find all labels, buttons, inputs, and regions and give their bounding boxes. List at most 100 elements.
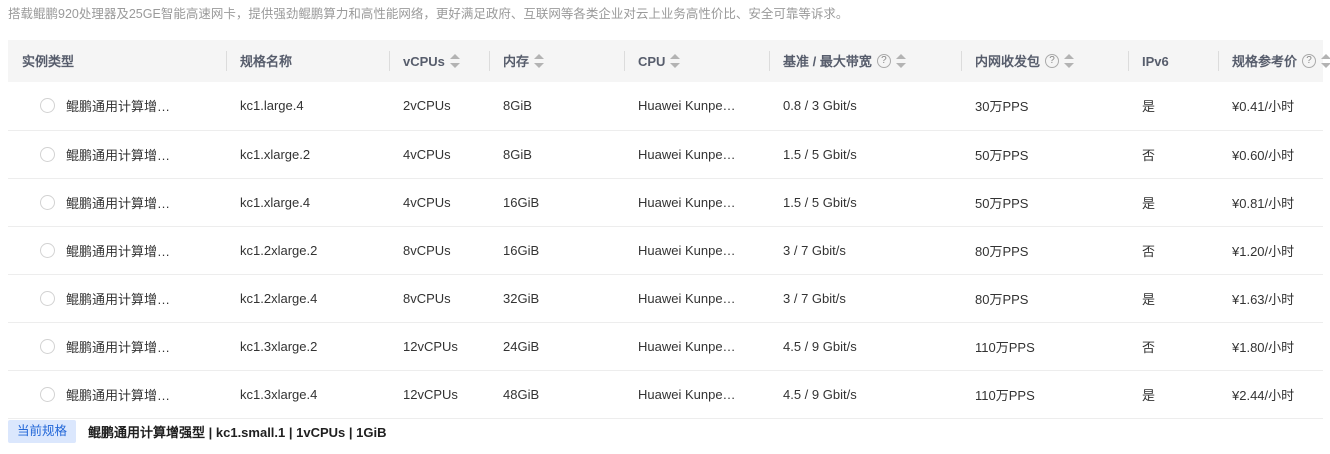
cpu-label: Huawei Kunpe… [638, 146, 736, 162]
row-radio-button[interactable] [40, 338, 55, 354]
cell-bandwidth: 1.5 / 5 Gbit/s [769, 130, 961, 179]
instance-type-label: 鲲鹏通用计算增… [66, 195, 171, 211]
sort-icon[interactable] [670, 54, 681, 68]
cell-instance-type[interactable]: 鲲鹏通用计算增… [8, 226, 226, 275]
cell-bandwidth: 4.5 / 9 Gbit/s [769, 322, 961, 371]
type-cell: 鲲鹏通用计算增… [22, 385, 226, 404]
table-row[interactable]: 鲲鹏通用计算增… kc1.large.4 2vCPUs 8GiB Huawei Kunp… [8, 82, 1323, 131]
cell-cpu: Huawei Kunpe… [624, 178, 769, 227]
table-row[interactable]: 鲲鹏通用计算增… kc1.xlarge.2 4vCPUs 8GiB Huawei Kun… [8, 130, 1323, 179]
instance-type-label: 鲲鹏通用计算增… [66, 387, 171, 403]
cell-cpu: Huawei Kunpe… [624, 370, 769, 419]
instance-type-label: 鲲鹏通用计算增… [66, 99, 171, 115]
current-spec-badge: 当前规格 [8, 420, 77, 443]
column-header-label: 内存 [503, 53, 530, 69]
flavor-description: 搭载鲲鹏920处理器及25GE智能高速网卡，提供强劲鲲鹏算力和高性能网络，更好满… [8, 7, 849, 21]
type-cell: 鲲鹏通用计算增… [22, 145, 226, 164]
cell-vcpus: 2vCPUs [389, 82, 489, 131]
row-radio-button[interactable] [40, 290, 55, 306]
table-row[interactable]: 鲲鹏通用计算增… kc1.xlarge.4 4vCPUs 16GiB Huawei Ku… [8, 178, 1323, 227]
column-header-label: IPv6 [1142, 53, 1169, 69]
column-header-inner: 规格名称 [226, 40, 389, 82]
cell-cpu: Huawei Kunpe… [624, 226, 769, 275]
cell-memory: 32GiB [489, 274, 624, 323]
cell-cpu: Huawei Kunpe… [624, 130, 769, 179]
table-row[interactable]: 鲲鹏通用计算增… kc1.2xlarge.2 8vCPUs 16GiB Huawei K… [8, 226, 1323, 275]
column-header-0: 实例类型 [8, 40, 226, 82]
sort-icon[interactable] [895, 54, 907, 68]
cell-instance-type[interactable]: 鲲鹏通用计算增… [8, 322, 226, 371]
column-header-label: vCPUs [403, 53, 445, 69]
cell-vcpus: 4vCPUs [389, 178, 489, 227]
current-spec-text: 鲲鹏通用计算增强型 | kc1.small.1 | 1vCPUs | 1GiB [88, 425, 387, 440]
sort-icon[interactable] [449, 54, 461, 68]
cpu-label: Huawei Kunpe… [638, 386, 736, 402]
table-header: 实例类型 规格名称 vCPUs 内存 CPU 基准 / 最大带宽? 内网收发包? IPv6 规格… [8, 40, 1330, 82]
cell-bandwidth: 3 / 7 Gbit/s [769, 226, 961, 275]
cell-flavor: kc1.xlarge.2 [226, 130, 389, 179]
cell-instance-type[interactable]: 鲲鹏通用计算增… [8, 370, 226, 419]
column-header-1: 规格名称 [226, 40, 389, 82]
sort-icon[interactable] [534, 54, 545, 68]
cell-ipv6: 是 [1128, 82, 1218, 131]
column-header-6[interactable]: 内网收发包? [961, 40, 1128, 82]
help-icon[interactable]: ? [1045, 54, 1060, 68]
column-header-label: 基准 / 最大带宽 [783, 53, 872, 69]
type-cell: 鲲鹏通用计算增… [22, 289, 226, 308]
column-header-inner: 实例类型 [8, 40, 226, 82]
cell-bandwidth: 0.8 / 3 Gbit/s [769, 82, 961, 131]
column-header-inner: vCPUs [389, 40, 489, 82]
cell-memory: 8GiB [489, 82, 624, 131]
row-radio-button[interactable] [40, 146, 55, 162]
current-spec-footer: 当前规格 鲲鹏通用计算增强型 | kc1.small.1 | 1vCPUs | … [8, 420, 386, 443]
column-header-label: 规格名称 [240, 53, 293, 69]
column-header-inner: 规格参考价? [1218, 40, 1330, 82]
cell-ipv6: 否 [1128, 130, 1218, 179]
table-body: 鲲鹏通用计算增… kc1.large.4 2vCPUs 8GiB Huawei Kunp… [8, 82, 1323, 419]
cell-cpu: Huawei Kunpe… [624, 322, 769, 371]
cell-flavor: kc1.large.4 [226, 82, 389, 131]
cell-ipv6: 是 [1128, 274, 1218, 323]
row-radio-button[interactable] [40, 194, 55, 210]
help-icon[interactable]: ? [1302, 54, 1317, 68]
cpu-label: Huawei Kunpe… [638, 338, 736, 354]
cell-pps: 110万PPS [961, 322, 1128, 371]
help-icon[interactable]: ? [876, 54, 891, 68]
cell-instance-type[interactable]: 鲲鹏通用计算增… [8, 82, 226, 131]
cell-instance-type[interactable]: 鲲鹏通用计算增… [8, 274, 226, 323]
sort-icon[interactable] [1064, 54, 1075, 68]
flavor-table: 实例类型 规格名称 vCPUs 内存 CPU 基准 / 最大带宽? 内网收发包? IPv6 规格… [8, 40, 1330, 419]
cell-flavor: kc1.2xlarge.2 [226, 226, 389, 275]
sort-icon[interactable] [1321, 54, 1330, 68]
instance-type-label: 鲲鹏通用计算增… [66, 243, 171, 259]
row-radio-button[interactable] [40, 386, 55, 402]
row-radio-button[interactable] [40, 242, 55, 258]
cell-bandwidth: 1.5 / 5 Gbit/s [769, 178, 961, 227]
table-row[interactable]: 鲲鹏通用计算增… kc1.3xlarge.2 12vCPUs 24GiB Huawei … [8, 322, 1323, 371]
cell-ipv6: 是 [1128, 370, 1218, 419]
cell-pps: 50万PPS [961, 178, 1128, 227]
cell-price: ¥2.44/小时 [1218, 370, 1323, 419]
column-header-4[interactable]: CPU [624, 40, 769, 82]
cell-pps: 80万PPS [961, 274, 1128, 323]
cell-instance-type[interactable]: 鲲鹏通用计算增… [8, 178, 226, 227]
table-row[interactable]: 鲲鹏通用计算增… kc1.2xlarge.4 8vCPUs 32GiB Huawei K… [8, 274, 1323, 323]
cell-vcpus: 4vCPUs [389, 130, 489, 179]
cell-price: ¥0.60/小时 [1218, 130, 1323, 179]
column-header-5[interactable]: 基准 / 最大带宽? [769, 40, 961, 82]
cell-vcpus: 12vCPUs [389, 322, 489, 371]
type-cell: 鲲鹏通用计算增… [22, 241, 226, 260]
cell-instance-type[interactable]: 鲲鹏通用计算增… [8, 130, 226, 179]
column-header-3[interactable]: 内存 [489, 40, 624, 82]
row-radio-button[interactable] [40, 98, 55, 114]
cell-flavor: kc1.3xlarge.2 [226, 322, 389, 371]
column-header-inner: CPU [624, 40, 769, 82]
cell-memory: 16GiB [489, 226, 624, 275]
cell-memory: 8GiB [489, 130, 624, 179]
column-header-2[interactable]: vCPUs [389, 40, 489, 82]
cell-flavor: kc1.2xlarge.4 [226, 274, 389, 323]
column-header-8[interactable]: 规格参考价? [1218, 40, 1330, 82]
column-header-label: 规格参考价 [1232, 53, 1298, 69]
table-row[interactable]: 鲲鹏通用计算增… kc1.3xlarge.4 12vCPUs 48GiB Huawei … [8, 370, 1323, 419]
cell-memory: 24GiB [489, 322, 624, 371]
